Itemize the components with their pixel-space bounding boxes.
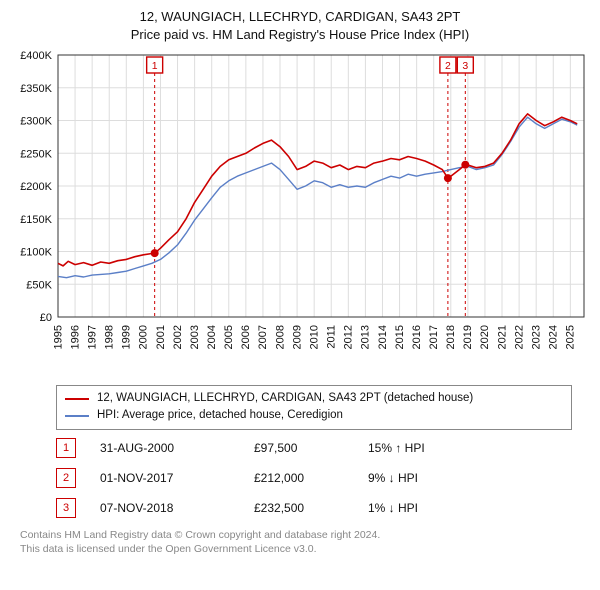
- legend-swatch: [65, 398, 89, 400]
- svg-text:2005: 2005: [223, 325, 235, 349]
- legend-label: HPI: Average price, detached house, Cere…: [97, 407, 343, 424]
- svg-text:£0: £0: [40, 312, 52, 324]
- event-delta: 15% ↑ HPI: [368, 441, 478, 455]
- svg-text:2010: 2010: [308, 325, 320, 349]
- svg-text:1998: 1998: [104, 325, 116, 349]
- svg-text:2002: 2002: [172, 325, 184, 349]
- event-number-box: 2: [56, 468, 76, 488]
- event-row: 1 31-AUG-2000 £97,500 15% ↑ HPI: [56, 438, 572, 458]
- svg-text:2013: 2013: [360, 325, 372, 349]
- svg-text:2023: 2023: [530, 325, 542, 349]
- svg-text:£250K: £250K: [20, 148, 52, 160]
- svg-text:1997: 1997: [86, 325, 98, 349]
- svg-text:£150K: £150K: [20, 214, 52, 226]
- svg-text:2025: 2025: [565, 325, 577, 349]
- legend-item: 12, WAUNGIACH, LLECHRYD, CARDIGAN, SA43 …: [65, 390, 563, 407]
- svg-text:2020: 2020: [479, 325, 491, 349]
- svg-text:£200K: £200K: [20, 181, 52, 193]
- event-delta: 9% ↓ HPI: [368, 471, 478, 485]
- chart-title-line2: Price paid vs. HM Land Registry's House …: [10, 26, 590, 44]
- event-price: £212,000: [254, 471, 344, 485]
- svg-text:2007: 2007: [257, 325, 269, 349]
- legend-label: 12, WAUNGIACH, LLECHRYD, CARDIGAN, SA43 …: [97, 390, 473, 407]
- event-date: 01-NOV-2017: [100, 471, 230, 485]
- svg-text:2000: 2000: [138, 325, 150, 349]
- svg-text:2014: 2014: [377, 325, 389, 349]
- svg-text:2016: 2016: [411, 325, 423, 349]
- svg-text:2009: 2009: [291, 325, 303, 349]
- event-row: 2 01-NOV-2017 £212,000 9% ↓ HPI: [56, 468, 572, 488]
- price-chart: £0 £50K £100K £150K £200K £250K £300K £350K £400…: [10, 49, 590, 379]
- svg-text:£50K: £50K: [26, 279, 52, 291]
- svg-text:2004: 2004: [206, 325, 218, 349]
- svg-text:2015: 2015: [394, 325, 406, 349]
- svg-text:£300K: £300K: [20, 116, 52, 128]
- svg-text:2021: 2021: [496, 325, 508, 349]
- chart-svg: £0 £50K £100K £150K £200K £250K £300K £350K £400…: [10, 49, 590, 379]
- chart-title-line1: 12, WAUNGIACH, LLECHRYD, CARDIGAN, SA43 …: [10, 8, 590, 26]
- svg-text:1: 1: [152, 60, 158, 72]
- event-row: 3 07-NOV-2018 £232,500 1% ↓ HPI: [56, 498, 572, 518]
- legend-swatch: [65, 415, 89, 417]
- svg-text:2018: 2018: [445, 325, 457, 349]
- footer-line1: Contains HM Land Registry data © Crown c…: [20, 528, 590, 542]
- svg-text:£350K: £350K: [20, 83, 52, 95]
- event-price: £232,500: [254, 501, 344, 515]
- svg-text:2003: 2003: [189, 325, 201, 349]
- footer-attribution: Contains HM Land Registry data © Crown c…: [20, 528, 590, 556]
- svg-text:3: 3: [462, 60, 468, 72]
- svg-text:2022: 2022: [513, 325, 525, 349]
- legend: 12, WAUNGIACH, LLECHRYD, CARDIGAN, SA43 …: [56, 385, 572, 430]
- svg-text:2006: 2006: [240, 325, 252, 349]
- svg-text:2019: 2019: [462, 325, 474, 349]
- svg-text:2012: 2012: [343, 325, 355, 349]
- event-date: 07-NOV-2018: [100, 501, 230, 515]
- event-date: 31-AUG-2000: [100, 441, 230, 455]
- event-price: £97,500: [254, 441, 344, 455]
- event-delta: 1% ↓ HPI: [368, 501, 478, 515]
- footer-line2: This data is licensed under the Open Gov…: [20, 542, 590, 556]
- svg-text:2011: 2011: [326, 325, 338, 349]
- svg-text:1996: 1996: [69, 325, 81, 349]
- svg-text:1995: 1995: [52, 325, 64, 349]
- event-number-box: 1: [56, 438, 76, 458]
- svg-text:2017: 2017: [428, 325, 440, 349]
- event-number-box: 3: [56, 498, 76, 518]
- legend-item: HPI: Average price, detached house, Cere…: [65, 407, 563, 424]
- svg-text:2: 2: [445, 60, 451, 72]
- svg-text:£100K: £100K: [20, 247, 52, 259]
- svg-text:2024: 2024: [548, 325, 560, 349]
- svg-text:1999: 1999: [121, 325, 133, 349]
- events-table: 1 31-AUG-2000 £97,500 15% ↑ HPI 2 01-NOV-2017…: [56, 438, 572, 518]
- svg-text:2001: 2001: [155, 325, 167, 349]
- svg-text:2008: 2008: [274, 325, 286, 349]
- svg-text:£400K: £400K: [20, 50, 52, 62]
